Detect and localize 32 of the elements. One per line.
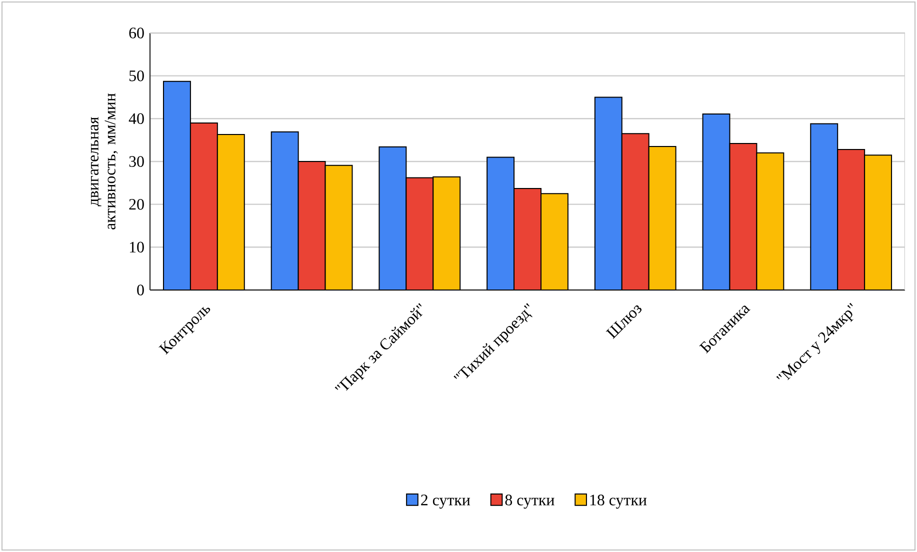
y-tick-label: 40 xyxy=(128,113,144,124)
bar xyxy=(378,146,407,290)
y-tick-label: 0 xyxy=(137,284,144,296)
y-axis-title: двигательная активность, мм/мин xyxy=(90,93,118,230)
y-tick-label: 10 xyxy=(130,242,144,253)
y-tick-label: 20 xyxy=(129,198,144,210)
bar xyxy=(270,131,299,290)
bar xyxy=(837,148,866,290)
bar xyxy=(648,146,676,290)
bar xyxy=(216,134,245,290)
bar xyxy=(810,123,838,290)
bar xyxy=(432,176,461,290)
legend-label: 8 сутки xyxy=(505,494,554,509)
bar xyxy=(540,193,568,290)
bar xyxy=(406,177,434,290)
bar xyxy=(621,133,650,290)
y-tick-label: 30 xyxy=(129,156,144,167)
legend-label: 18 сутки xyxy=(590,494,647,509)
bar xyxy=(486,156,515,290)
bar xyxy=(729,143,758,290)
bar xyxy=(514,188,542,290)
bar xyxy=(324,164,353,290)
legend-label: 2 сутки xyxy=(421,494,470,509)
bar xyxy=(162,80,191,290)
y-tick-label: 60 xyxy=(129,28,144,38)
bar xyxy=(298,160,326,290)
y-tick-label: 50 xyxy=(129,70,144,82)
bar xyxy=(864,154,892,290)
bar xyxy=(756,152,784,290)
bar xyxy=(594,96,622,290)
bar xyxy=(190,122,218,290)
bar xyxy=(702,113,730,290)
